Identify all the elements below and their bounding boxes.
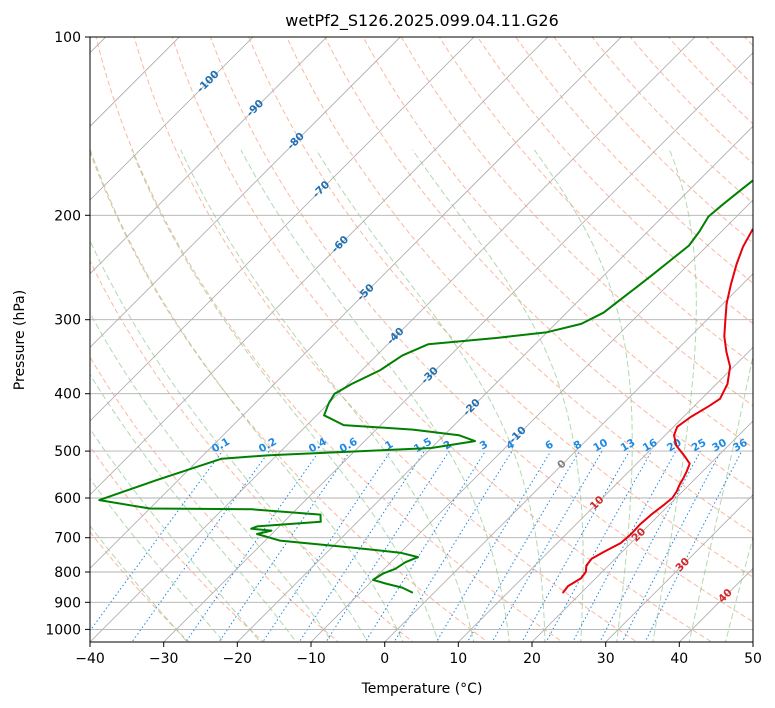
- moist-adiabat-line: [90, 239, 369, 642]
- isotherm-line: [90, 37, 622, 570]
- y-axis-title: Pressure (hPa): [12, 290, 28, 390]
- x-tick-label: −40: [75, 651, 105, 667]
- y-tick-label: 500: [54, 444, 81, 460]
- dry-adiabats: [90, 37, 753, 642]
- mixing-ratio-line: [298, 450, 425, 642]
- isotherm-line: [90, 37, 401, 348]
- isotherm-line: [384, 273, 753, 642]
- y-tick-label: 800: [54, 565, 81, 581]
- isotherm-line: [531, 420, 753, 642]
- x-axis: −40 −30 −20 −10 0 10 20 30 40 50: [75, 642, 762, 667]
- dry-adiabat-line: [90, 531, 190, 642]
- dry-adiabat-line: [591, 37, 753, 204]
- y-tick-label: 1000: [45, 622, 81, 638]
- pressure-gridlines: [90, 37, 753, 630]
- x-tick-label: 30: [597, 651, 615, 667]
- x-tick-label: 20: [523, 651, 541, 667]
- dry-adiabat-line: [90, 259, 414, 642]
- mixing-ratio-line: [545, 450, 653, 642]
- temperature-line: [562, 227, 753, 594]
- moist-adiabat-line: [688, 353, 753, 642]
- x-tick-label: 0: [380, 651, 389, 667]
- dry-adiabat-line: [286, 37, 753, 534]
- moist-adiabat-line: [315, 149, 546, 642]
- x-tick-label: 40: [670, 651, 688, 667]
- dry-adiabat-line: [400, 37, 753, 407]
- moist-adiabat-line: [652, 149, 697, 642]
- isotherm-line: [605, 494, 753, 642]
- dry-adiabat-line: [209, 37, 753, 623]
- dry-adiabat-line: [95, 37, 564, 642]
- mixing-ratio-line: [185, 450, 320, 642]
- isotherm-line: [90, 37, 696, 642]
- dry-adiabat-line: [477, 37, 753, 325]
- mixing-ratio-line: [435, 450, 552, 642]
- moist-adiabat-line: [240, 149, 510, 642]
- chart-title: wetPf2_S126.2025.099.04.11.G26: [285, 11, 559, 31]
- mixing-ratio-line: [218, 450, 351, 642]
- y-tick-label: 300: [54, 313, 81, 329]
- profile-series: [98, 179, 753, 594]
- x-tick-label: −20: [223, 651, 253, 667]
- dry-adiabat-line: [133, 37, 638, 642]
- x-tick-label: 50: [744, 651, 762, 667]
- mixing-ratio-line: [131, 450, 270, 642]
- isotherm-line: [90, 37, 180, 127]
- mixing-ratio-line: [325, 450, 450, 642]
- moist-adiabat-line: [180, 149, 475, 642]
- dry-adiabat-line: [90, 150, 489, 642]
- y-tick-label: 900: [54, 595, 81, 611]
- dewpoint-line: [98, 179, 753, 594]
- dry-adiabat-line: [90, 445, 265, 642]
- moist-adiabat-line: [90, 373, 297, 642]
- y-tick-label: 200: [54, 208, 81, 224]
- plot-frame: [89, 36, 754, 643]
- mixing-ratio-line: [466, 450, 580, 642]
- y-tick-label: 100: [54, 30, 81, 46]
- isotherm-line: [457, 346, 753, 642]
- isotherm-line: [90, 37, 328, 275]
- mixing-ratio-line: [262, 450, 392, 642]
- x-tick-label: −10: [296, 651, 326, 667]
- isotherm-line: [90, 37, 475, 422]
- isotherm-line: [90, 37, 549, 496]
- dry-adiabat-line: [171, 37, 713, 642]
- isotherm-line: [90, 37, 254, 201]
- y-tick-label: 400: [54, 387, 81, 403]
- x-tick-label: −30: [149, 651, 179, 667]
- dry-adiabat-line: [362, 37, 753, 449]
- plot-area: 0.1 0.2 0.4 0.6 1 1.5 2 3 4 6 8 10 13 16 20 25 30 36-100-…: [90, 37, 753, 642]
- dry-adiabat-line: [667, 37, 753, 125]
- mixing-ratio-line: [644, 450, 743, 642]
- x-tick-label: 10: [449, 651, 467, 667]
- y-tick-label: 700: [54, 531, 81, 547]
- dry-adiabat-line: [553, 37, 753, 244]
- moist-adiabat-line: [724, 535, 753, 642]
- y-tick-label: 600: [54, 491, 81, 507]
- moist-adiabat-line: [533, 149, 633, 642]
- x-axis-title: Temperature (°C): [361, 681, 483, 697]
- mixing-ratio-lines: [90, 450, 743, 642]
- isotherm-line: [163, 52, 753, 642]
- y-axis: 100 200 300 400 500 600 700 800 900 1000: [45, 30, 90, 638]
- moist-adiabat-line: [411, 149, 584, 642]
- isotherm-line: [310, 199, 753, 642]
- mixing-ratio-line: [491, 450, 603, 642]
